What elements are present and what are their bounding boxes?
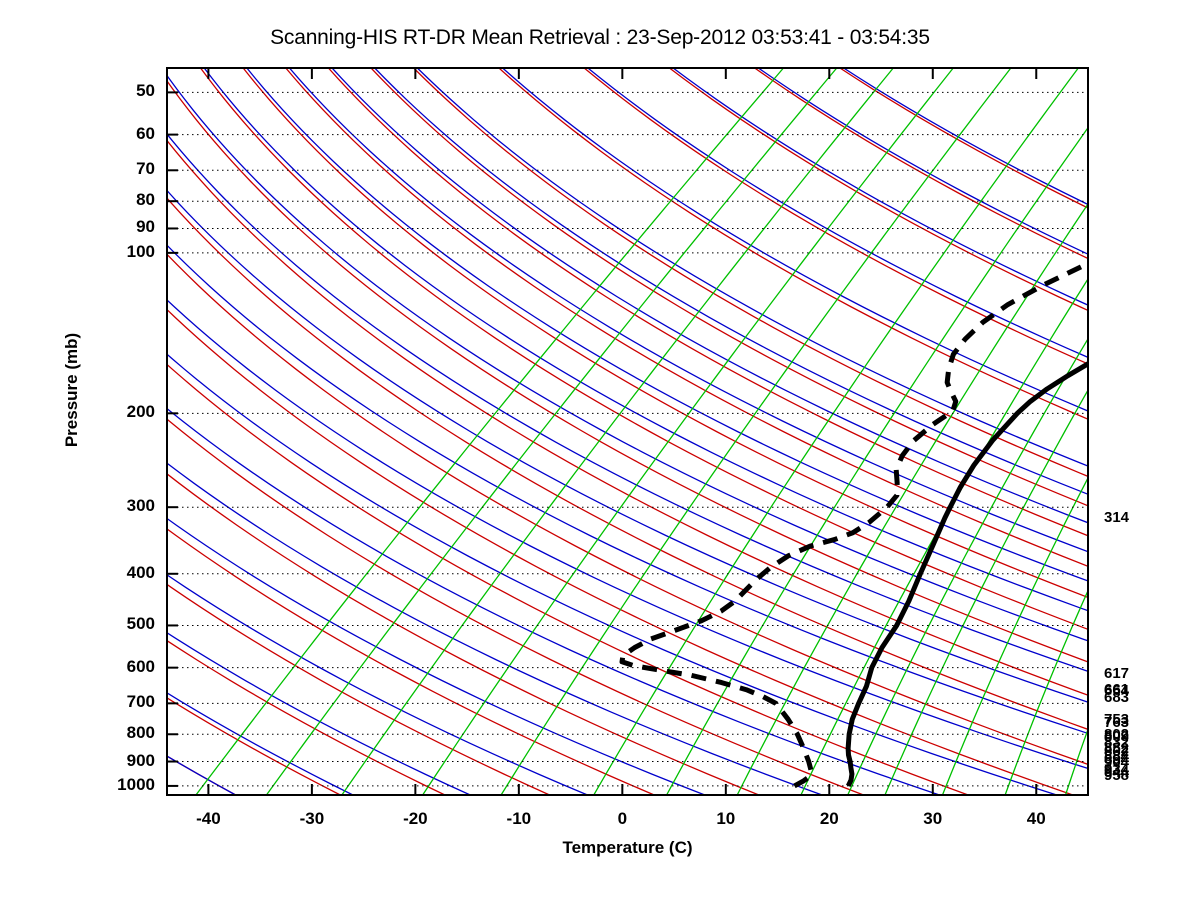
sounding-profiles <box>619 260 1088 789</box>
y-tick-label: 500 <box>126 614 155 634</box>
plot-frame <box>166 67 1089 796</box>
x-tick-label: -40 <box>196 809 221 828</box>
plot-background <box>167 68 1088 795</box>
y-tick-label: 300 <box>126 496 155 516</box>
level-label: 862 <box>1104 742 1130 760</box>
dewpoint-profile-line <box>619 260 1088 789</box>
y-tick-label: 700 <box>126 692 155 712</box>
x-tick-label: 0 <box>617 809 628 828</box>
y-tick-label: 1000 <box>117 774 155 794</box>
level-label: 852 <box>1104 739 1130 757</box>
x-tick-label: -10 <box>506 809 532 828</box>
y-tick-label: 80 <box>136 190 155 210</box>
temperature-profile-line <box>845 360 1088 787</box>
x-tick-label: 30 <box>923 809 943 828</box>
y-tick-label: 200 <box>126 402 155 422</box>
dry-adiabat-lines <box>167 68 1088 795</box>
level-label: 763 <box>1104 714 1130 732</box>
level-label: 753 <box>1104 711 1130 729</box>
x-axis-title: Temperature (C) <box>562 838 693 857</box>
moist-adiabat-lines <box>167 68 1088 795</box>
level-label: 894 <box>1104 750 1130 768</box>
level-label: 314 <box>1104 508 1130 526</box>
y-tick-label: 800 <box>126 723 155 743</box>
x-tick-label: 20 <box>819 809 839 828</box>
page-title: Scanning-HIS RT-DR Mean Retrieval : 23-S… <box>270 26 930 49</box>
y-tick-label: 400 <box>126 562 155 582</box>
y-tick-label: 600 <box>126 656 155 676</box>
level-label: 683 <box>1104 688 1130 706</box>
x-tick-label: 10 <box>716 809 736 828</box>
level-label: 664 <box>1104 682 1130 700</box>
level-label: 884 <box>1104 748 1130 766</box>
level-label: 802 <box>1104 725 1130 743</box>
x-tick-label: -30 <box>299 809 325 828</box>
x-tick-label: -20 <box>403 809 428 828</box>
level-label: 809 <box>1104 727 1130 745</box>
y-tick-label: 50 <box>136 81 155 101</box>
y-tick-label: 70 <box>136 159 155 179</box>
level-label: 944 <box>1104 763 1130 781</box>
level-label: 832 <box>1104 734 1130 752</box>
level-label: 661 <box>1104 681 1130 699</box>
pressure-gridlines <box>167 91 1088 787</box>
mixing-ratio-lines <box>195 68 1088 795</box>
y-tick-label: 900 <box>126 750 155 770</box>
y-tick-label: 100 <box>126 241 155 261</box>
axis-ticks <box>167 68 1038 795</box>
level-label: 958 <box>1104 766 1130 784</box>
x-tick-label: 40 <box>1026 809 1046 828</box>
level-label: 934 <box>1104 761 1130 779</box>
y-tick-label: 60 <box>136 123 155 143</box>
level-label: 617 <box>1104 665 1130 683</box>
level-label: 904 <box>1104 753 1130 771</box>
y-tick-label: 90 <box>136 217 155 237</box>
